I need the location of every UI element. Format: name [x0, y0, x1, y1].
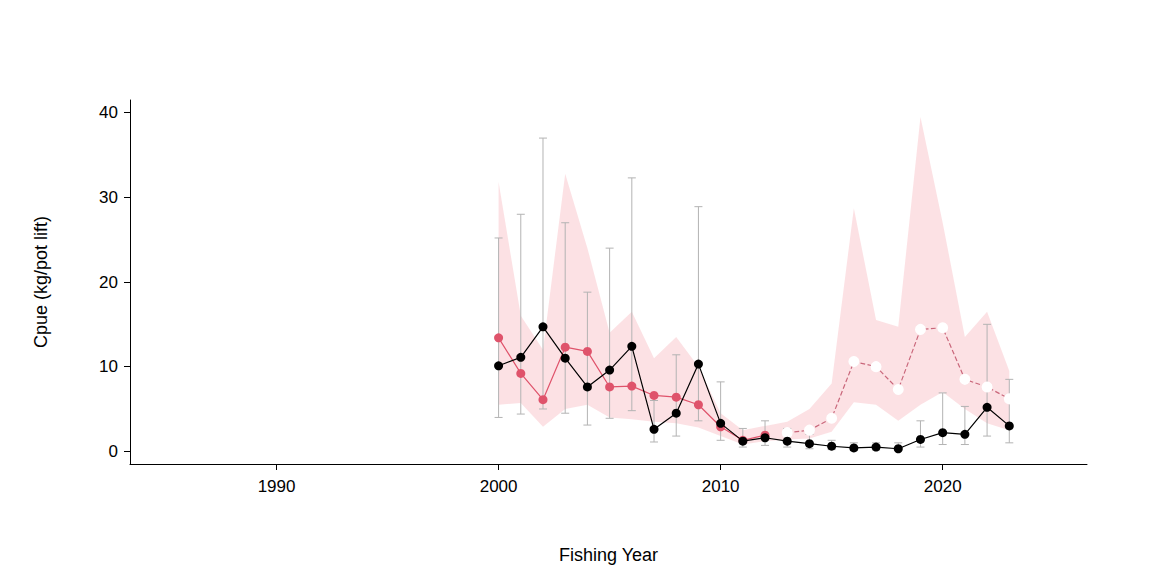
svg-text:1990: 1990	[258, 477, 296, 496]
svg-text:30: 30	[99, 188, 118, 207]
svg-text:Fishing Year: Fishing Year	[559, 545, 658, 565]
svg-text:0: 0	[109, 442, 118, 461]
svg-text:10: 10	[99, 357, 118, 376]
svg-text:40: 40	[99, 103, 118, 122]
svg-text:20: 20	[99, 273, 118, 292]
svg-text:2020: 2020	[924, 477, 962, 496]
svg-text:2000: 2000	[480, 477, 518, 496]
svg-text:Cpue (kg/pot lift): Cpue (kg/pot lift)	[31, 216, 51, 348]
svg-text:2010: 2010	[702, 477, 740, 496]
